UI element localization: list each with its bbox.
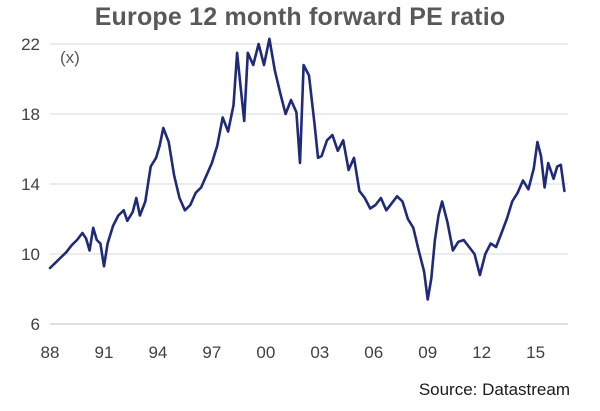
x-axis-ticks: 88 91 94 97 00 03 06 09 12 15 — [41, 343, 546, 362]
gridlines — [50, 43, 568, 255]
y-axis-ticks: 6 10 14 18 22 — [21, 35, 40, 334]
x-tick-label: 97 — [202, 343, 221, 362]
x-tick-label: 91 — [94, 343, 113, 362]
source-label: Source: Datastream — [418, 380, 570, 399]
chart-title: Europe 12 month forward PE ratio — [94, 3, 506, 31]
x-tick-label: 09 — [418, 343, 437, 362]
x-tick-label: 03 — [310, 343, 329, 362]
y-tick-label: 14 — [21, 175, 40, 194]
y-tick-label: 10 — [21, 245, 40, 264]
x-tick-label: 12 — [472, 343, 491, 362]
y-unit-label: (x) — [60, 48, 80, 67]
x-tick-label: 94 — [148, 343, 167, 362]
x-tick-label: 00 — [256, 343, 275, 362]
pe-ratio-line — [48, 37, 566, 301]
x-tick-label: 06 — [364, 343, 383, 362]
y-tick-label: 6 — [31, 315, 40, 334]
y-tick-label: 18 — [21, 105, 40, 124]
x-tick-label: 15 — [526, 343, 545, 362]
x-tick-label: 88 — [41, 343, 60, 362]
y-tick-label: 22 — [21, 35, 40, 54]
